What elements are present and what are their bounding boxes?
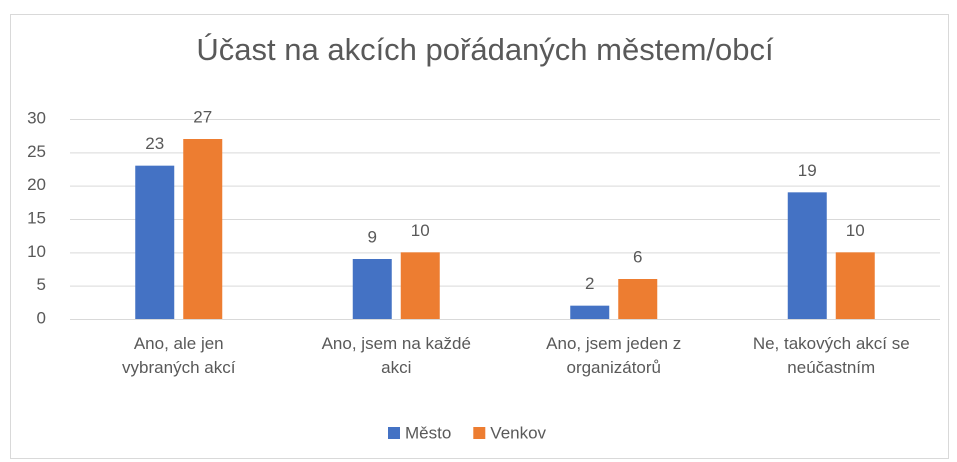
x-tick-label: Ano, jsem na každé akci <box>321 334 471 377</box>
data-label: 10 <box>846 221 865 240</box>
y-tick-label: 30 <box>27 108 46 127</box>
legend-label: Venkov <box>490 423 546 442</box>
bar <box>787 192 827 319</box>
data-label: 6 <box>633 247 642 266</box>
y-tick-label: 0 <box>37 308 46 327</box>
legend-swatch <box>473 427 486 439</box>
chart-title: Účast na akcích pořádaných městem/obcí <box>196 32 774 67</box>
y-tick-label: 25 <box>27 142 46 161</box>
y-tick-label: 15 <box>27 208 46 227</box>
bar <box>618 279 658 319</box>
bar <box>352 259 392 319</box>
bar <box>570 305 610 319</box>
data-label: 10 <box>411 221 430 240</box>
data-label: 9 <box>368 227 377 246</box>
x-tick-label: Ano, ale jen vybraných akcí <box>122 334 236 377</box>
legend-label: Město <box>405 423 451 442</box>
x-tick-label: Ano, jsem jeden z organizátorů <box>546 334 682 377</box>
legend-swatch <box>388 427 400 439</box>
y-tick-label: 10 <box>27 242 46 261</box>
bar <box>135 165 175 319</box>
bar <box>835 252 875 319</box>
data-label: 27 <box>193 107 212 126</box>
y-tick-label: 20 <box>27 175 46 194</box>
data-label: 23 <box>145 134 164 153</box>
data-label: 19 <box>798 161 817 180</box>
bar <box>400 252 440 319</box>
x-tick-label: Ne, takových akcí se neúčastním <box>752 334 910 377</box>
data-label: 2 <box>585 274 594 293</box>
bar <box>183 139 223 319</box>
y-tick-label: 5 <box>37 275 46 294</box>
